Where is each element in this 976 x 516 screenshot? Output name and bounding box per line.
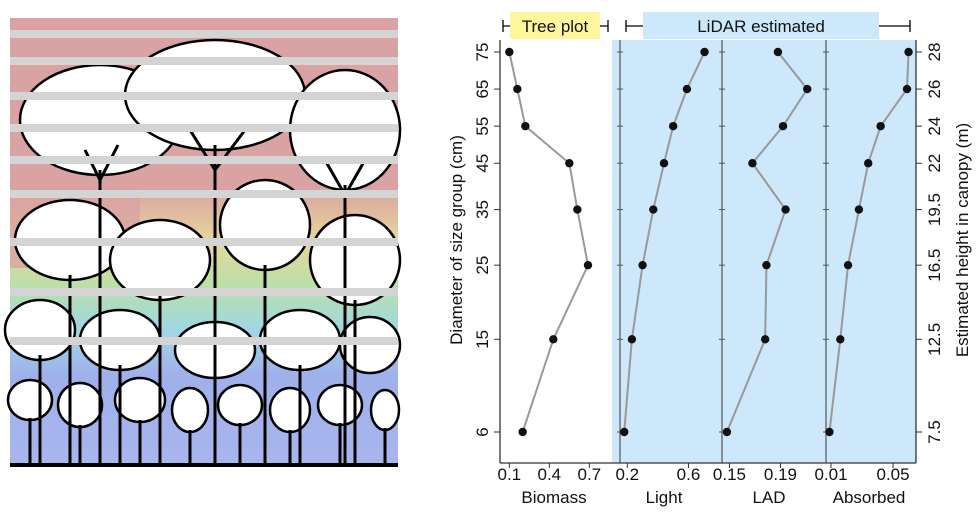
profile-line — [508, 51, 590, 433]
data-point — [781, 205, 790, 214]
x-axis-title: LAD — [752, 488, 785, 507]
data-point — [722, 427, 732, 437]
x-axis-title: Light — [646, 488, 683, 507]
profile-line — [623, 51, 706, 433]
data-point — [803, 84, 812, 94]
x-axis-title: Biomass — [521, 488, 586, 507]
data-point — [583, 260, 593, 270]
lidar-box — [643, 12, 879, 39]
y2-tick-label: 22 — [925, 154, 944, 173]
y-tick-label: 55 — [473, 117, 492, 136]
x-tick-label: 0.19 — [764, 465, 797, 484]
data-point — [518, 427, 527, 437]
y-tick-label: 25 — [473, 256, 492, 275]
y-tick-label: 75 — [473, 43, 492, 62]
data-point — [748, 159, 757, 168]
y2-tick-label: 24 — [925, 117, 944, 136]
data-point — [573, 205, 582, 214]
x-tick-label: 0.4 — [538, 465, 562, 484]
data-point — [627, 335, 637, 344]
data-point — [668, 121, 678, 131]
x-tick-label: 0.7 — [578, 465, 602, 484]
y-tick-label: 6 — [473, 427, 492, 436]
data-point — [854, 205, 864, 214]
y-tick-label: 35 — [473, 200, 492, 219]
data-point — [836, 335, 845, 344]
data-point — [902, 84, 912, 94]
data-point — [773, 47, 783, 57]
data-point — [638, 260, 647, 270]
tree-plot-box — [510, 12, 600, 39]
y2-tick-label: 16.5 — [925, 249, 944, 282]
data-point — [521, 121, 530, 131]
y2-tick-label: 19.5 — [925, 193, 944, 226]
y2-tick-label: 28 — [925, 43, 944, 62]
y-axis-title: Diameter of size group (cm) — [447, 135, 466, 345]
data-point — [762, 260, 771, 270]
profile-line — [726, 51, 809, 433]
y-tick-label: 45 — [473, 154, 492, 173]
forest-illustration — [3, 18, 402, 467]
data-point — [505, 47, 514, 57]
x-tick-label: 0.15 — [713, 465, 746, 484]
x-tick-label: 0.05 — [876, 465, 909, 484]
data-point — [565, 159, 574, 168]
data-point — [778, 121, 788, 131]
data-point — [864, 159, 873, 168]
y2-tick-label: 12.5 — [925, 323, 944, 356]
x-tick-label: 0.2 — [615, 465, 639, 484]
y2-tick-label: 7.5 — [925, 420, 944, 444]
data-point — [549, 335, 558, 344]
data-point — [876, 121, 885, 131]
data-point — [659, 159, 669, 168]
lidar-background — [612, 40, 916, 463]
data-point — [760, 335, 770, 344]
profile-line — [828, 51, 910, 433]
y2-axis-title: Estimated height in canopy (m) — [953, 123, 972, 357]
y2-tick-label: 26 — [925, 80, 944, 99]
header-label: Tree plot — [522, 17, 589, 36]
header-label: LiDAR estimated — [697, 17, 825, 36]
data-point — [825, 427, 834, 437]
data-point — [513, 84, 522, 94]
data-point — [649, 205, 658, 214]
data-point — [843, 260, 853, 270]
y-tick-label: 65 — [473, 80, 492, 99]
x-tick-label: 0.1 — [498, 465, 522, 484]
data-point — [682, 84, 692, 94]
data-point — [904, 47, 913, 57]
x-tick-label: 0.6 — [677, 465, 701, 484]
data-point — [700, 47, 709, 57]
x-tick-label: 0.01 — [814, 465, 847, 484]
x-axis-title: Absorbed — [833, 488, 906, 507]
data-point — [620, 427, 629, 437]
y-tick-label: 15 — [473, 330, 492, 349]
